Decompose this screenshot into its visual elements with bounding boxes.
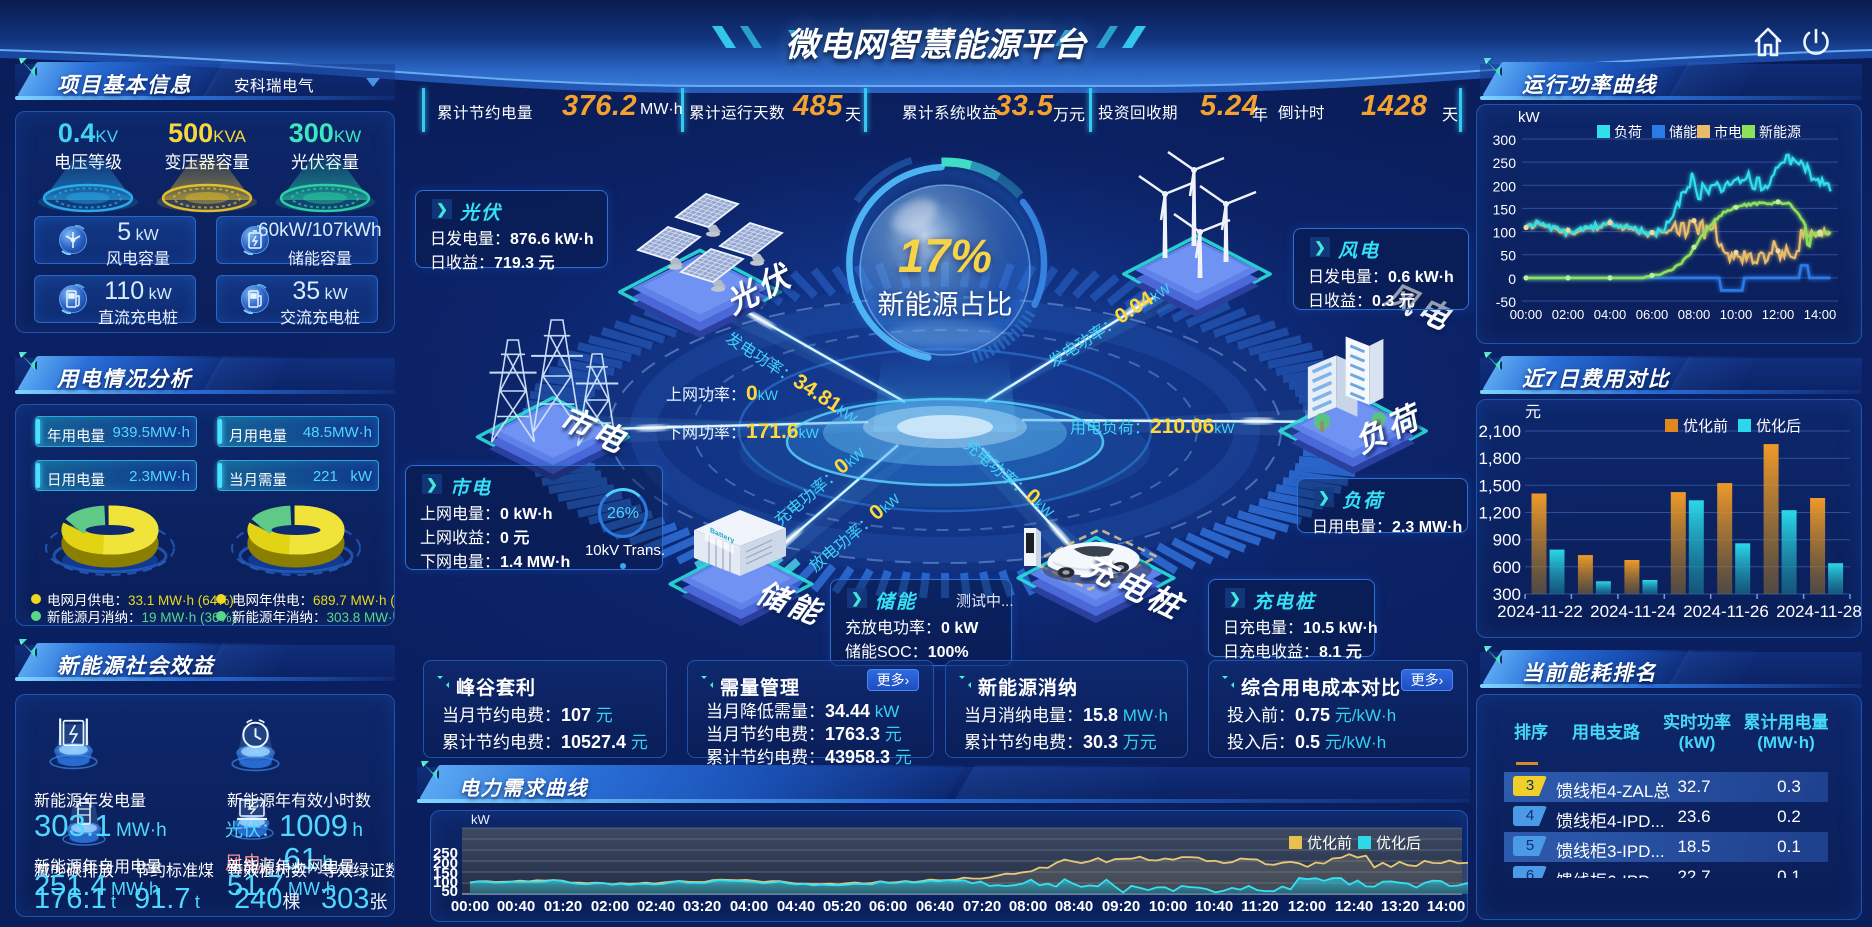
svg-text:12:40: 12:40 (1335, 898, 1373, 915)
svg-text:02:00: 02:00 (591, 898, 629, 915)
svg-text:05:20: 05:20 (823, 898, 861, 915)
svg-text:00:00: 00:00 (1510, 307, 1543, 322)
svg-text:900: 900 (1493, 531, 1521, 550)
svg-text:04:40: 04:40 (777, 898, 815, 915)
svg-text:100: 100 (1493, 225, 1517, 241)
svg-text:优化前: 优化前 (1683, 418, 1728, 435)
svg-text:储能: 储能 (1669, 124, 1697, 140)
svg-text:200: 200 (433, 855, 458, 872)
svg-text:50: 50 (1500, 248, 1516, 264)
svg-text:1,800: 1,800 (1478, 449, 1521, 468)
svg-text:元: 元 (1525, 404, 1541, 421)
svg-text:300: 300 (1493, 132, 1517, 148)
svg-text:-50: -50 (1496, 294, 1516, 310)
svg-text:300: 300 (1493, 585, 1521, 604)
svg-text:04:00: 04:00 (1594, 307, 1627, 322)
svg-text:100: 100 (433, 874, 458, 891)
svg-text:10:00: 10:00 (1149, 898, 1187, 915)
svg-text:600: 600 (1493, 558, 1521, 577)
svg-text:kW: kW (471, 812, 491, 827)
svg-text:1,500: 1,500 (1478, 476, 1521, 495)
svg-text:1,200: 1,200 (1478, 504, 1521, 523)
svg-text:02:40: 02:40 (637, 898, 675, 915)
svg-text:06:00: 06:00 (1636, 307, 1669, 322)
svg-text:04:00: 04:00 (730, 898, 768, 915)
svg-text:13:20: 13:20 (1381, 898, 1419, 915)
svg-text:150: 150 (433, 865, 458, 882)
svg-text:新能源: 新能源 (1759, 124, 1801, 140)
svg-text:10:40: 10:40 (1195, 898, 1233, 915)
svg-text:06:00: 06:00 (869, 898, 907, 915)
svg-text:150: 150 (1493, 201, 1517, 217)
svg-text:200: 200 (1493, 178, 1517, 194)
svg-text:08:00: 08:00 (1678, 307, 1711, 322)
svg-text:250: 250 (1493, 155, 1517, 171)
svg-text:00:40: 00:40 (497, 898, 535, 915)
svg-text:12:00: 12:00 (1288, 898, 1326, 915)
svg-text:03:20: 03:20 (683, 898, 721, 915)
svg-text:09:20: 09:20 (1102, 898, 1140, 915)
svg-text:优化前: 优化前 (1307, 835, 1352, 852)
svg-text:14:00: 14:00 (1427, 898, 1465, 915)
svg-text:01:20: 01:20 (544, 898, 582, 915)
svg-text:负荷: 负荷 (1614, 124, 1642, 140)
svg-text:2024-11-26: 2024-11-26 (1683, 602, 1769, 621)
svg-text:07:20: 07:20 (963, 898, 1001, 915)
svg-text:11:20: 11:20 (1241, 898, 1279, 915)
svg-text:08:40: 08:40 (1055, 898, 1093, 915)
svg-text:250: 250 (433, 845, 458, 862)
svg-text:10:00: 10:00 (1720, 307, 1753, 322)
svg-text:优化后: 优化后 (1376, 835, 1421, 852)
svg-text:06:40: 06:40 (916, 898, 954, 915)
svg-text:14:00: 14:00 (1804, 307, 1837, 322)
svg-text:2024-11-22: 2024-11-22 (1497, 602, 1583, 621)
svg-text:优化后: 优化后 (1756, 418, 1801, 435)
svg-text:2024-11-24: 2024-11-24 (1590, 602, 1676, 621)
svg-text:市电: 市电 (1714, 124, 1742, 140)
svg-text:00:00: 00:00 (451, 898, 489, 915)
svg-text:2,100: 2,100 (1478, 422, 1521, 441)
svg-text:0: 0 (1508, 271, 1516, 287)
svg-text:50: 50 (441, 883, 458, 900)
svg-text:12:00: 12:00 (1762, 307, 1795, 322)
svg-text:kW: kW (1518, 109, 1541, 126)
svg-text:08:00: 08:00 (1009, 898, 1047, 915)
svg-text:2024-11-28: 2024-11-28 (1776, 602, 1862, 621)
svg-text:02:00: 02:00 (1552, 307, 1585, 322)
